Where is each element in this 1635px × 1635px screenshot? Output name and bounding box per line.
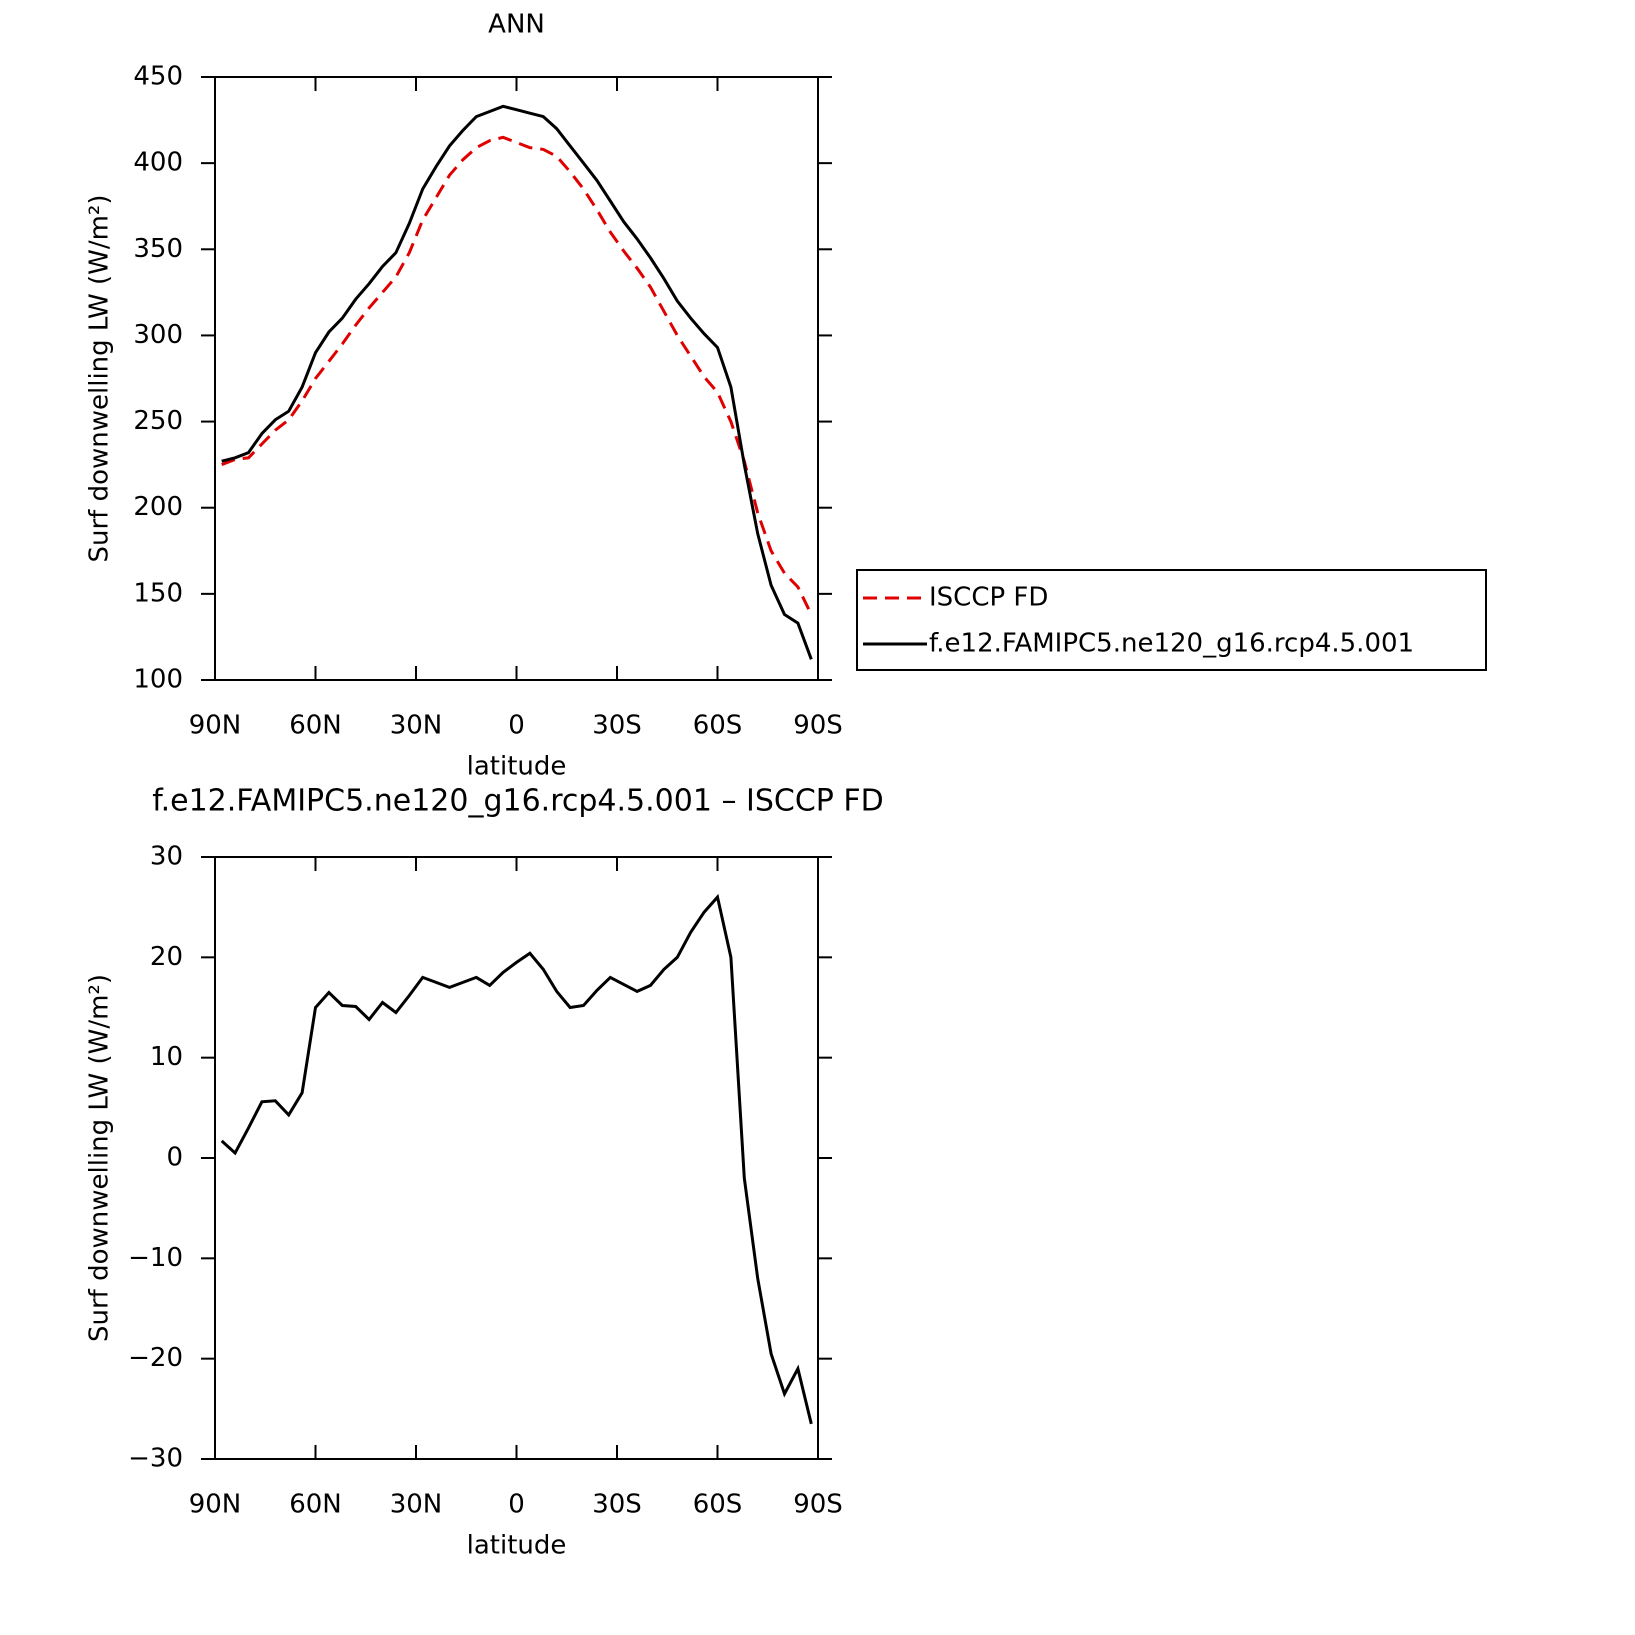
x-tick-label: 90S [793,1490,843,1520]
y-tick-label: 250 [133,406,183,436]
y-tick-label: −30 [128,1444,183,1474]
x-tick-label: 30S [592,1490,642,1520]
y-tick-label: 450 [133,62,183,92]
x-tick-label: 60N [289,711,342,741]
x-axis-label: latitude [467,1531,567,1561]
x-tick-label: 30S [592,711,642,741]
y-tick-label: 200 [133,492,183,522]
x-tick-label: 90N [189,1490,242,1520]
y-tick-label: −10 [128,1243,183,1273]
y-tick-label: −20 [128,1343,183,1373]
x-tick-label: 60N [289,1490,342,1520]
y-tick-label: 100 [133,665,183,695]
series-line [221,135,813,616]
legend-label: ISCCP FD [929,583,1048,613]
chart-title: ANN [488,10,545,40]
x-tick-label: 60S [693,1490,743,1520]
y-tick-label: 300 [133,320,183,350]
y-tick-label: 350 [133,234,183,264]
y-tick-label: 10 [150,1042,183,1072]
y-tick-label: 30 [150,842,183,872]
legend-box [856,569,1487,671]
series-line [220,893,813,1425]
y-axis-label: Surf downwelling LW (W/m²) [85,195,115,563]
x-tick-label: 0 [508,711,525,741]
y-tick-label: 150 [133,578,183,608]
x-tick-label: 90N [189,711,242,741]
x-axis-label: latitude [467,752,567,782]
legend-label: f.e12.FAMIPC5.ne120_g16.rcp4.5.001 [929,629,1414,659]
x-tick-label: 30N [390,711,443,741]
x-tick-label: 90S [793,711,843,741]
y-tick-label: 400 [133,148,183,178]
chart-title: f.e12.FAMIPC5.ne120_g16.rcp4.5.001 – ISC… [152,784,884,819]
y-axis-label: Surf downwelling LW (W/m²) [85,974,115,1342]
series-line [221,104,813,660]
x-tick-label: 30N [390,1490,443,1520]
y-tick-label: 20 [150,942,183,972]
x-tick-label: 0 [508,1490,525,1520]
x-tick-label: 60S [693,711,743,741]
y-tick-label: 0 [166,1143,183,1173]
